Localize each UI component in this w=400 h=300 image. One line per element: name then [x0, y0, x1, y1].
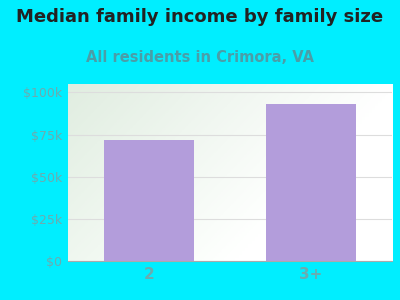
- Text: Median family income by family size: Median family income by family size: [16, 8, 384, 26]
- Bar: [266, 104, 356, 261]
- Bar: [104, 140, 194, 261]
- Text: All residents in Crimora, VA: All residents in Crimora, VA: [86, 50, 314, 64]
